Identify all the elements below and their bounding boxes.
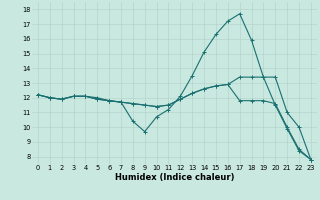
X-axis label: Humidex (Indice chaleur): Humidex (Indice chaleur) [115,173,234,182]
